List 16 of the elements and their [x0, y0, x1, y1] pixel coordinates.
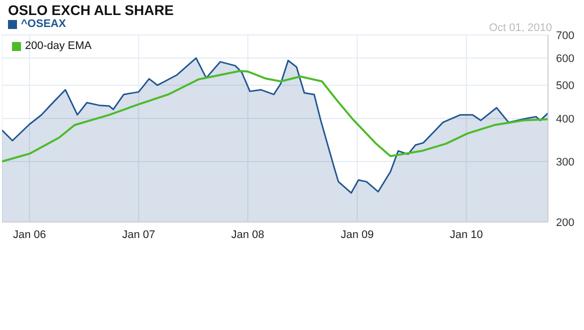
y-tick-label: 700 — [556, 30, 574, 42]
y-tick-label: 500 — [556, 80, 574, 92]
x-tick-label: Jan 09 — [340, 228, 374, 241]
y-tick-label: 600 — [556, 52, 574, 65]
x-tick-label: Jan 07 — [122, 228, 156, 241]
x-tick-label: Jan 06 — [12, 228, 46, 241]
y-tick-label: 400 — [556, 113, 574, 126]
chart-subtitle: Oct 01, 2010 — [489, 22, 552, 34]
legend-label: ^OSEAX — [21, 18, 66, 30]
legend-label: 200-day EMA — [25, 40, 92, 52]
x-tick-label: Jan 08 — [231, 228, 264, 241]
line-series — [2, 70, 548, 162]
y-tick-label: 200 — [556, 216, 574, 229]
chart-title: OSLO EXCH ALL SHARE — [8, 2, 174, 18]
x-tick-label: Jan 10 — [450, 228, 483, 241]
y-tick-label: 300 — [556, 156, 574, 168]
